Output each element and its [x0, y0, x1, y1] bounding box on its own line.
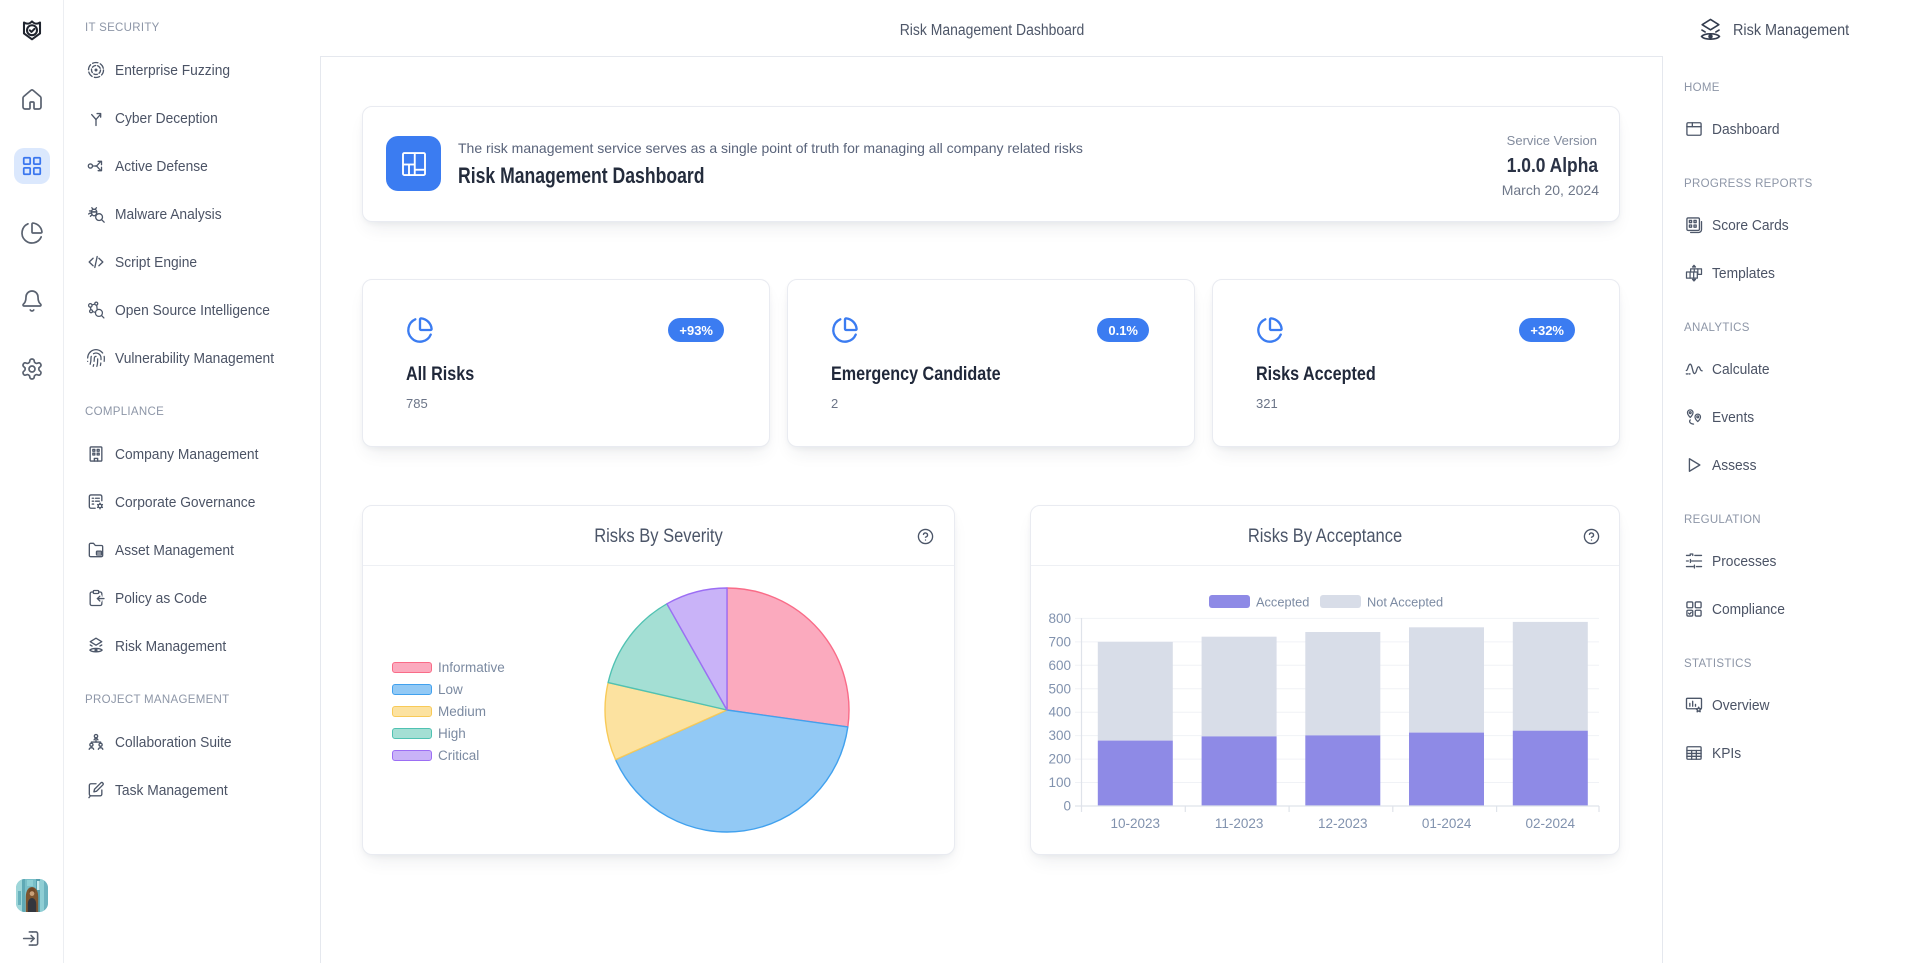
svg-text:200: 200 [1048, 752, 1071, 767]
svg-text:800: 800 [1048, 611, 1071, 626]
svg-text:Not Accepted: Not Accepted [1367, 595, 1443, 610]
svg-text:10-2023: 10-2023 [1111, 816, 1161, 831]
svg-text:11-2023: 11-2023 [1215, 816, 1264, 831]
svg-text:0: 0 [1063, 799, 1071, 814]
svg-text:Accepted: Accepted [1256, 595, 1309, 610]
svg-text:02-2024: 02-2024 [1526, 816, 1576, 831]
svg-text:700: 700 [1048, 634, 1071, 649]
svg-text:01-2024: 01-2024 [1422, 816, 1472, 831]
svg-text:600: 600 [1048, 658, 1071, 673]
svg-text:500: 500 [1048, 681, 1071, 696]
svg-text:400: 400 [1048, 705, 1071, 720]
svg-text:300: 300 [1048, 728, 1071, 743]
svg-text:100: 100 [1048, 775, 1071, 790]
svg-text:12-2023: 12-2023 [1318, 816, 1368, 831]
